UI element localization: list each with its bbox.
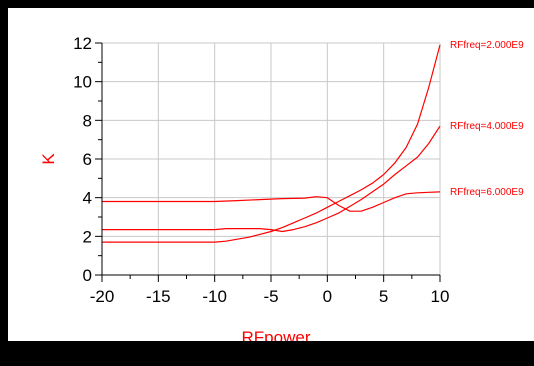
y-tick-label: 12	[73, 34, 92, 53]
series-label-2: RFfreq=4.000E9	[450, 121, 524, 132]
label-layer: -20 -15 -10 -5 0 5 10 0 2 4 6 8 10 12 RFpower K RFfreq=2…	[39, 34, 524, 341]
y-tick-label: 0	[83, 266, 92, 285]
y-tick-label: 4	[83, 189, 92, 208]
y-tick-label: 2	[83, 227, 92, 246]
x-axis-title: RFpower	[242, 328, 311, 341]
grid-layer	[102, 42, 441, 275]
x-tick-label: 5	[379, 287, 388, 306]
y-tick-label: 8	[83, 111, 92, 130]
series-layer	[102, 44, 441, 243]
y-tick-label: 6	[83, 150, 92, 169]
x-tick-label: 0	[323, 287, 332, 306]
axes-layer	[95, 42, 441, 282]
series-label-1: RFfreq=2.000E9	[450, 40, 524, 51]
series-line-2	[102, 125, 441, 233]
y-tick-label: 10	[73, 73, 92, 92]
x-tick-label: -5	[263, 287, 278, 306]
x-tick-label: -10	[202, 287, 227, 306]
series-line-3	[102, 191, 441, 212]
x-tick-label: -15	[146, 287, 171, 306]
series-label-3: RFfreq=6.000E9	[450, 187, 524, 198]
x-tick-label: 10	[431, 287, 450, 306]
line-chart: -20 -15 -10 -5 0 5 10 0 2 4 6 8 10 12 RFpower K RFfreq=2…	[39, 34, 524, 341]
x-tick-label: -20	[90, 287, 115, 306]
y-axis-title: K	[39, 153, 58, 165]
chart-panel: -20 -15 -10 -5 0 5 10 0 2 4 6 8 10 12 RFpower K RFfreq=2…	[8, 8, 534, 341]
series-line-1	[102, 44, 441, 243]
